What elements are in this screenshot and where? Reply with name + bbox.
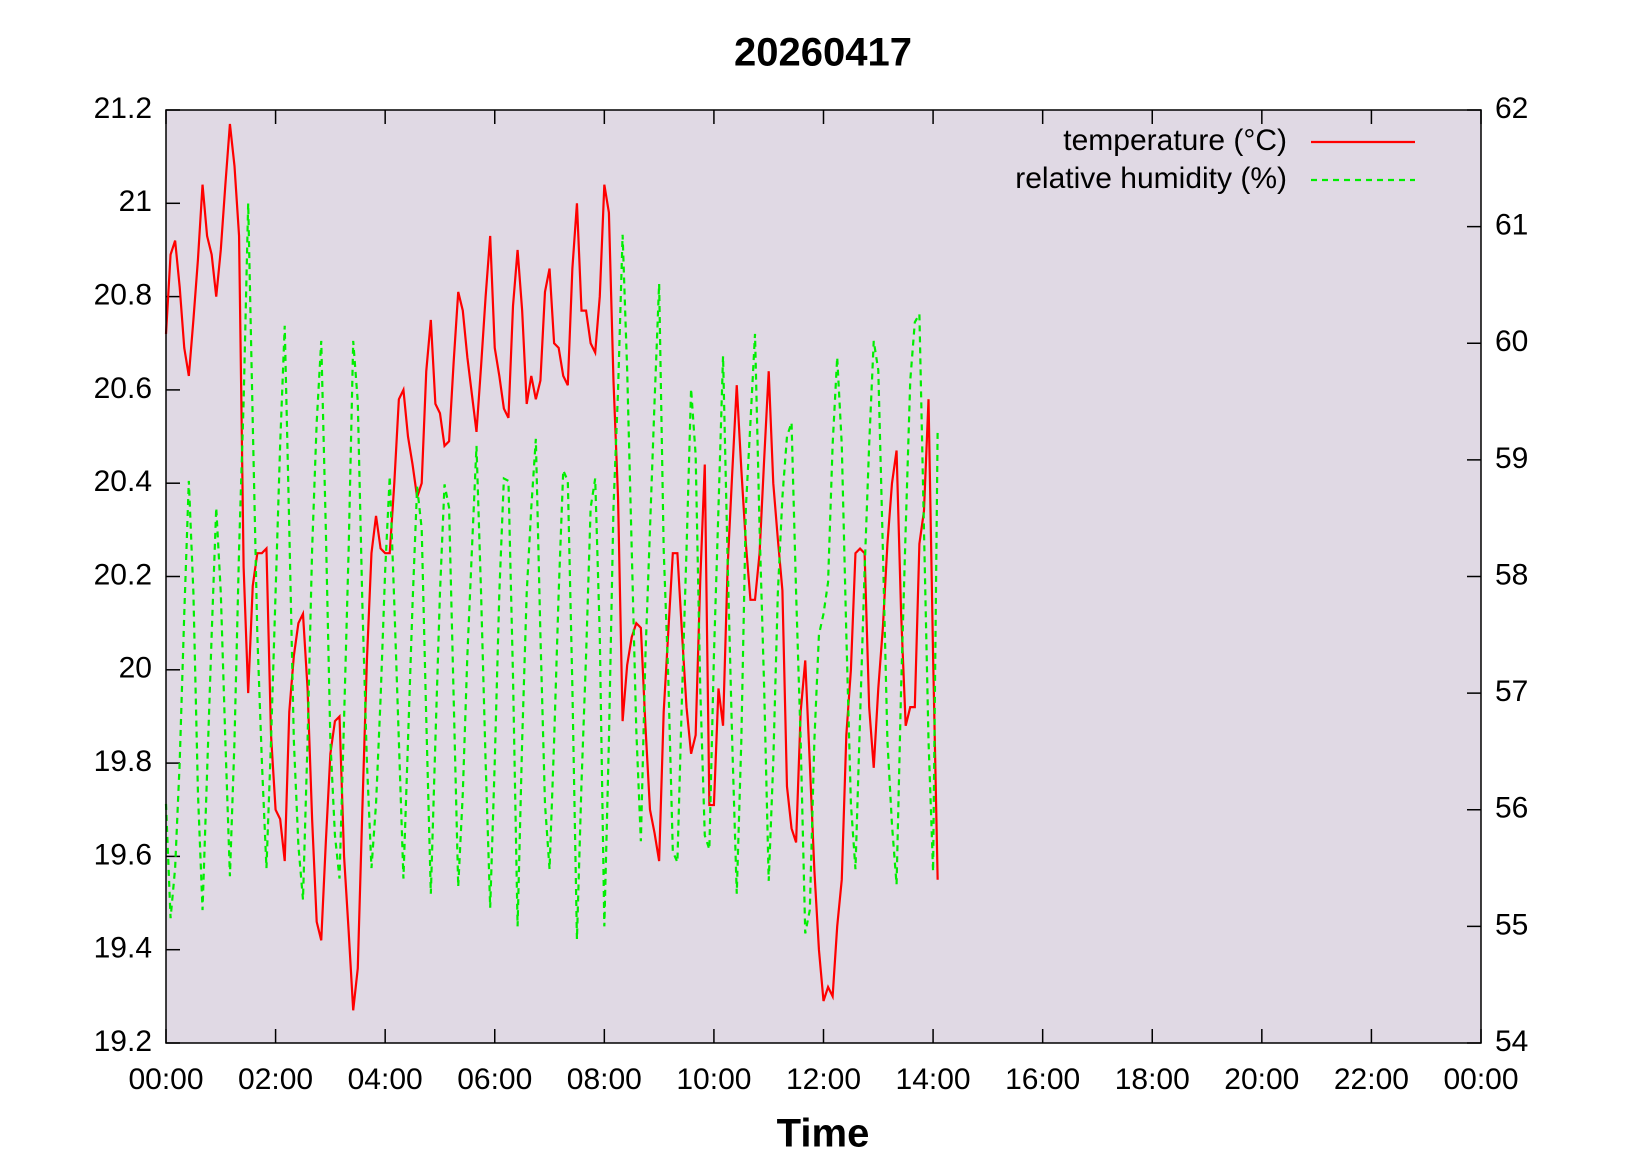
x-tick-label: 22:00 <box>1334 1063 1409 1096</box>
series-line <box>164 123 939 1011</box>
x-tick-label: 00:00 <box>1443 1063 1518 1096</box>
x-tick-label: 04:00 <box>348 1063 423 1096</box>
y-tick-label: 20.4 <box>94 465 152 498</box>
x-tick-label: 14:00 <box>896 1063 971 1096</box>
y2-tick-label: 54 <box>1495 1025 1528 1058</box>
y-tick-label: 20.6 <box>94 372 152 405</box>
y-tick-label: 20.2 <box>94 558 152 591</box>
y2-tick-label: 56 <box>1495 792 1528 825</box>
y2-tick-label: 60 <box>1495 325 1528 358</box>
y2-tick-label: 58 <box>1495 558 1528 591</box>
x-tick-label: 18:00 <box>1115 1063 1190 1096</box>
y-tick-label: 19.2 <box>94 1025 152 1058</box>
series-line <box>164 203 939 940</box>
y2-tick-label: 57 <box>1495 675 1528 708</box>
x-axis-label: Time <box>777 1112 870 1155</box>
x-tick-label: 06:00 <box>457 1063 532 1096</box>
y2-tick-label: 59 <box>1495 442 1528 475</box>
y-tick-label: 21 <box>119 185 152 218</box>
chart-title: 20260417 <box>734 31 912 75</box>
y2-tick-label: 62 <box>1495 92 1528 125</box>
y2-tick-label: 61 <box>1495 209 1528 242</box>
x-tick-label: 12:00 <box>786 1063 861 1096</box>
legend-label: relative humidity (%) <box>1015 162 1287 195</box>
x-tick-label: 00:00 <box>128 1063 203 1096</box>
y-tick-label: 19.8 <box>94 745 152 778</box>
legend-label: temperature (°C) <box>1063 124 1287 157</box>
y-tick-label: 20.8 <box>94 279 152 312</box>
y-tick-label: 20 <box>119 652 152 685</box>
x-tick-label: 10:00 <box>676 1063 751 1096</box>
plot-area <box>166 110 1481 1043</box>
y-tick-label: 19.4 <box>94 932 152 965</box>
x-tick-label: 16:00 <box>1005 1063 1080 1096</box>
x-tick-label: 08:00 <box>567 1063 642 1096</box>
y-tick-label: 19.6 <box>94 838 152 871</box>
plot-frame <box>165 109 1482 1044</box>
y-tick-label: 21.2 <box>94 92 152 125</box>
x-tick-label: 20:00 <box>1224 1063 1299 1096</box>
x-tick-label: 02:00 <box>238 1063 313 1096</box>
y2-tick-label: 55 <box>1495 908 1528 941</box>
